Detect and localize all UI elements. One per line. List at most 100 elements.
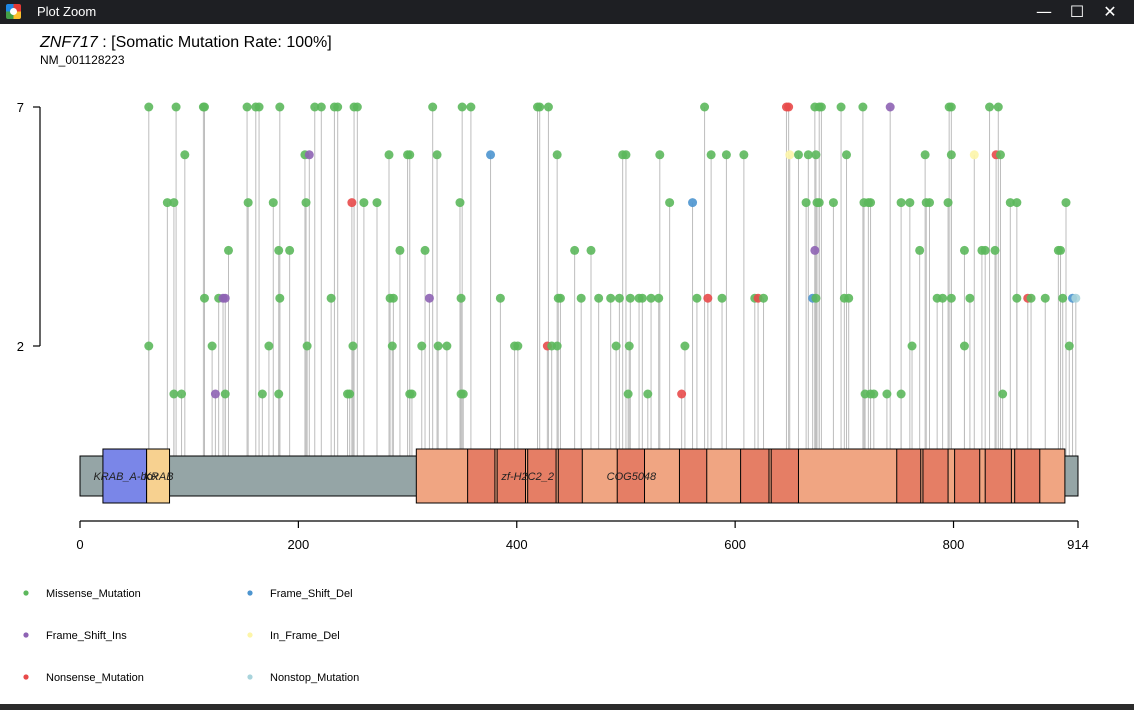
mutation-point bbox=[965, 293, 975, 303]
mutation-point bbox=[811, 293, 821, 303]
y-tick-label: 2 bbox=[17, 339, 24, 354]
domain-krab bbox=[146, 448, 171, 504]
mutation-point bbox=[643, 389, 653, 399]
mutation-point bbox=[621, 150, 631, 160]
mutation-point bbox=[803, 150, 813, 160]
legend-marker bbox=[247, 590, 253, 596]
mutation-point bbox=[721, 150, 731, 160]
mutation-point bbox=[810, 245, 820, 255]
maximize-button[interactable]: ☐ bbox=[1069, 2, 1085, 21]
mutation-point bbox=[985, 102, 995, 112]
rstudio-app-icon bbox=[6, 4, 21, 19]
mutation-point bbox=[943, 198, 953, 208]
legend-marker bbox=[247, 632, 253, 638]
mutation-point bbox=[407, 389, 417, 399]
mutation-point bbox=[814, 198, 824, 208]
mutation-point bbox=[433, 341, 443, 351]
transcript-id: NM_001128223 bbox=[40, 53, 125, 67]
mutation-point bbox=[785, 150, 795, 160]
mutation-point bbox=[706, 150, 716, 160]
mutation-point bbox=[254, 102, 264, 112]
mutation-points bbox=[144, 102, 1081, 399]
mutation-point bbox=[980, 245, 990, 255]
mutation-point bbox=[905, 198, 915, 208]
mutation-point bbox=[552, 150, 562, 160]
window-title: Plot Zoom bbox=[37, 4, 97, 19]
mutation-rate-text: : [Somatic Mutation Rate: 100%] bbox=[98, 34, 332, 51]
mutation-point bbox=[180, 150, 190, 160]
mutation-point bbox=[169, 198, 179, 208]
mutation-point bbox=[495, 293, 505, 303]
mutation-point bbox=[199, 293, 209, 303]
mutation-point bbox=[405, 150, 415, 160]
mutation-point bbox=[535, 102, 545, 112]
legend-marker bbox=[23, 632, 29, 638]
domain-zf-h2c2-repeat bbox=[496, 448, 526, 504]
mutation-point bbox=[242, 102, 252, 112]
mutation-point bbox=[801, 198, 811, 208]
legend: Missense_Mutation Frame_Shift_Del Frame_Sh… bbox=[23, 588, 359, 684]
mutation-point bbox=[793, 150, 803, 160]
mutation-point bbox=[243, 198, 253, 208]
mutation-point bbox=[348, 341, 358, 351]
mutation-point bbox=[700, 102, 710, 112]
mutation-point bbox=[171, 102, 181, 112]
mutation-point bbox=[456, 293, 466, 303]
mutation-point bbox=[555, 293, 565, 303]
domain-zf-h2c2-repeat bbox=[922, 448, 949, 504]
domain-zf-h2c2-repeat bbox=[678, 448, 708, 504]
mutation-point bbox=[420, 245, 430, 255]
mutation-point bbox=[920, 150, 930, 160]
window-bottom-border bbox=[0, 704, 1134, 710]
mutation-point bbox=[938, 293, 948, 303]
mutation-point bbox=[882, 389, 892, 399]
mutation-point bbox=[1064, 341, 1074, 351]
mutation-point bbox=[925, 198, 935, 208]
mutation-point bbox=[1071, 293, 1081, 303]
mutation-point bbox=[310, 102, 320, 112]
mutation-point bbox=[455, 198, 465, 208]
domain-zf-h2c2-repeat bbox=[954, 448, 981, 504]
mutation-point bbox=[428, 102, 438, 112]
minimize-button[interactable]: — bbox=[1036, 2, 1052, 21]
x-tick-label: 200 bbox=[288, 537, 310, 552]
mutation-point bbox=[275, 102, 285, 112]
x-tick-label: 914 bbox=[1067, 537, 1089, 552]
mutation-point bbox=[836, 102, 846, 112]
mutation-point bbox=[268, 198, 278, 208]
y-tick-label: 7 bbox=[17, 100, 24, 115]
domain-zf-h2c2-repeat bbox=[896, 448, 922, 504]
mutation-point bbox=[513, 341, 523, 351]
mutation-point bbox=[1061, 198, 1071, 208]
mutation-point bbox=[844, 293, 854, 303]
legend-marker bbox=[23, 590, 29, 596]
mutation-point bbox=[199, 102, 209, 112]
mutation-point bbox=[1056, 245, 1066, 255]
mutation-point bbox=[372, 198, 382, 208]
mutation-point bbox=[946, 150, 956, 160]
mutation-point bbox=[606, 293, 616, 303]
mutation-point bbox=[466, 102, 476, 112]
mutation-point bbox=[1012, 198, 1022, 208]
window-titlebar: Plot Zoom — ☐ ✕ bbox=[0, 0, 1134, 24]
mutation-point bbox=[688, 198, 698, 208]
mutation-point bbox=[275, 293, 285, 303]
mutation-point bbox=[959, 245, 969, 255]
mutation-point bbox=[384, 150, 394, 160]
domain-zf-h2c2-repeat bbox=[770, 448, 799, 504]
mutation-point bbox=[637, 293, 647, 303]
mutation-point bbox=[162, 198, 172, 208]
mutation-point bbox=[677, 389, 687, 399]
mutation-point bbox=[458, 389, 468, 399]
mutation-point bbox=[739, 150, 749, 160]
mutation-point bbox=[220, 389, 230, 399]
mutation-point bbox=[946, 102, 956, 112]
mutation-point bbox=[646, 293, 656, 303]
mutation-point bbox=[264, 341, 274, 351]
x-tick-label: 800 bbox=[943, 537, 965, 552]
lollipop-plot: ZNF717 : [Somatic Mutation Rate: 100%] N… bbox=[17, 34, 1089, 684]
mutation-point bbox=[302, 341, 312, 351]
close-button[interactable]: ✕ bbox=[1103, 2, 1117, 21]
mutation-point bbox=[858, 102, 868, 112]
mutation-point bbox=[169, 389, 179, 399]
